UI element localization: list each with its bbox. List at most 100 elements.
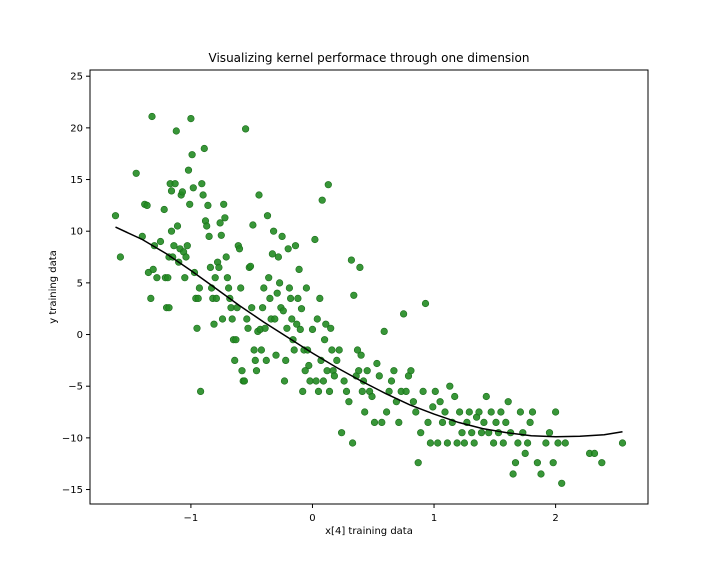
scatter-point [178,188,186,196]
scatter-point [294,294,302,303]
scatter-point [255,191,263,199]
scatter-point [297,305,306,313]
scatter-point [182,253,190,261]
scatter-point [407,367,415,375]
scatter-point [412,408,420,416]
scatter-point [295,265,303,274]
scatter-point [198,180,206,188]
axes-frame [89,69,649,505]
scatter-point [361,408,369,416]
scatter-point [383,408,391,416]
scatter-point [358,387,366,396]
scatter-point [460,439,469,447]
scatter-point [272,351,280,359]
scatter-point [250,346,258,354]
scatter-point [509,470,517,478]
scatter-point [319,377,328,385]
scatter-point [545,429,554,437]
scatter-point [514,439,522,447]
scatter-point [197,387,205,396]
scatter-point [523,439,532,447]
scatter-point [148,112,156,121]
y-axis-ticks: −15 −10 −5 0 5 10 15 20 25 [62,72,90,496]
scatter-point [244,324,252,332]
scatter-point [282,356,290,365]
scatter-point [426,439,435,447]
scatter-point [314,387,323,396]
scatter-point [147,294,155,303]
scatter-point [318,196,326,204]
scatter-point [482,392,490,401]
scatter-point [284,245,292,253]
scatter-point [143,201,151,209]
scatter-point [259,304,267,312]
x-tick-label: 0 [309,513,315,524]
scatter-point [156,237,165,246]
scatter-point [453,439,461,447]
scatter-point [312,377,320,385]
x-axis-ticks: −1 0 1 2 [184,504,559,524]
scatter-point [558,479,566,487]
scatter-point [468,429,476,437]
scatter-point [338,429,346,437]
scatter-point [242,125,250,133]
scatter-point [414,459,422,467]
scatter-point [290,346,298,354]
x-tick-label: 2 [552,513,558,524]
scatter-point [279,307,287,315]
scatter-point [184,166,193,174]
scatter-point [227,304,235,312]
scatter-point [328,346,336,354]
scatter-point [368,392,376,401]
scatter-point [465,408,473,416]
scatter-point [132,169,140,177]
scatter-point [225,284,233,292]
scatter-point [276,279,284,287]
scatter-point [308,325,317,334]
scatter-point [618,439,627,447]
scatter-point [321,336,329,344]
scatter-point [265,274,273,282]
scatter-point [561,439,569,447]
scatter-point [262,356,270,365]
scatter-point [400,310,408,318]
scatter-point [475,408,483,416]
scatter-point [340,377,348,385]
scatter-point [205,232,213,240]
scatter-point [268,250,277,258]
scatter-point [274,253,283,261]
y-tick-label: 20 [70,123,83,134]
scatter-point [278,232,286,240]
scatter-point [285,284,294,292]
scatter-point [353,346,362,354]
scatter-point [551,408,560,416]
scatter-point [323,367,331,375]
x-tick-label: −1 [184,513,199,524]
scatter-point [195,284,203,292]
scatter-point [350,291,358,299]
y-tick-label: 10 [70,227,83,238]
scatter-point [417,429,425,437]
plot-area [111,112,627,487]
y-tick-label: 0 [77,330,83,341]
scatter-point [480,418,488,427]
scatter-point [211,274,219,282]
scatter-point [237,284,245,292]
scatter-point [248,304,256,312]
scatter-point [218,315,227,323]
scatter-point [316,294,324,303]
y-tick-label: −5 [68,382,83,393]
scatter-point [390,367,398,375]
scatter-point [516,408,525,416]
scatter-point [215,263,223,272]
scatter-point [419,387,427,396]
y-axis-label: y training data [48,250,59,324]
scatter-point [299,387,307,396]
scatter-point [170,242,178,250]
scatter-point [171,180,179,188]
scatter-point [194,294,202,303]
scatter-point [487,408,495,416]
scatter-point [335,346,343,354]
scatter-point [349,439,357,447]
